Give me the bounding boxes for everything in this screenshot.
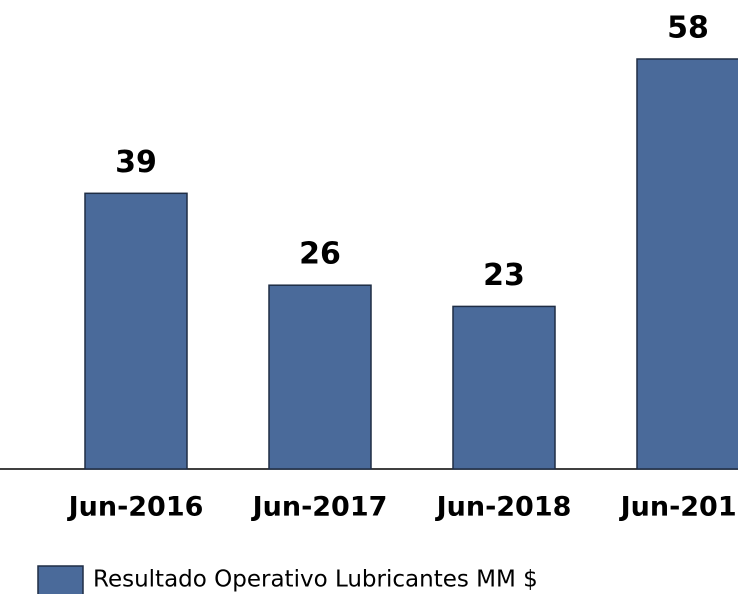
data-label: 26 bbox=[299, 237, 341, 272]
x-tick-label: Jun-2019 bbox=[619, 492, 738, 523]
bar bbox=[268, 284, 372, 470]
x-tick-label: Jun-2017 bbox=[251, 492, 388, 523]
x-tick-label: Jun-2016 bbox=[67, 492, 204, 523]
data-label: 58 bbox=[667, 11, 709, 46]
bar bbox=[452, 305, 556, 470]
x-tick-label: Jun-2018 bbox=[435, 492, 572, 523]
data-label: 23 bbox=[483, 258, 525, 293]
bar bbox=[84, 192, 188, 470]
legend-label: Resultado Operativo Lubricantes MM $ bbox=[93, 567, 538, 593]
bar bbox=[636, 58, 738, 470]
legend-swatch bbox=[37, 565, 84, 594]
data-label: 39 bbox=[115, 145, 157, 180]
